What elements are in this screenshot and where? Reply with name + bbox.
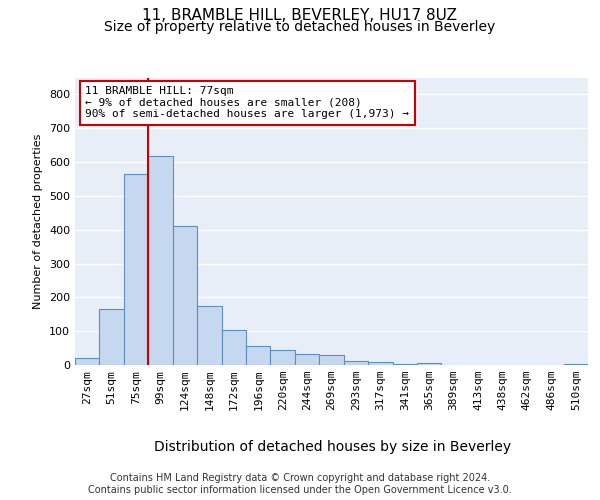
Bar [344, 360, 368, 365]
Text: Contains HM Land Registry data © Crown copyright and database right 2024.
Contai: Contains HM Land Registry data © Crown c… [88, 474, 512, 495]
Bar [197, 306, 221, 365]
Bar [417, 364, 442, 365]
Bar [368, 362, 392, 365]
Text: 11 BRAMBLE HILL: 77sqm
← 9% of detached houses are smaller (208)
90% of semi-det: 11 BRAMBLE HILL: 77sqm ← 9% of detached … [85, 86, 409, 120]
Bar [148, 156, 173, 365]
Bar [246, 346, 271, 365]
Y-axis label: Number of detached properties: Number of detached properties [34, 134, 43, 309]
Bar [75, 358, 100, 365]
Text: Size of property relative to detached houses in Beverley: Size of property relative to detached ho… [104, 20, 496, 34]
Bar [392, 364, 417, 365]
Bar [271, 350, 295, 365]
Bar [563, 364, 588, 365]
Bar [173, 226, 197, 365]
Bar [221, 330, 246, 365]
Bar [295, 354, 319, 365]
Text: Distribution of detached houses by size in Beverley: Distribution of detached houses by size … [154, 440, 512, 454]
Text: 11, BRAMBLE HILL, BEVERLEY, HU17 8UZ: 11, BRAMBLE HILL, BEVERLEY, HU17 8UZ [143, 8, 458, 22]
Bar [124, 174, 148, 365]
Bar [319, 355, 344, 365]
Bar [100, 309, 124, 365]
